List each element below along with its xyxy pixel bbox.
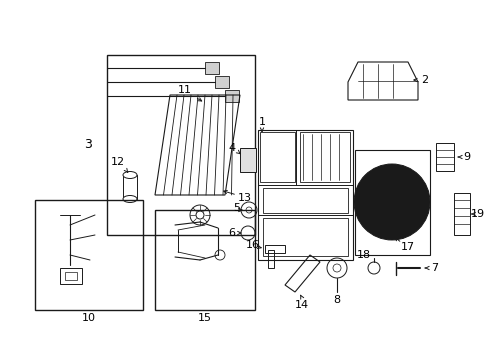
Circle shape xyxy=(353,164,429,240)
Text: 2: 2 xyxy=(421,75,427,85)
Bar xyxy=(263,218,347,256)
Bar xyxy=(155,210,254,310)
Bar xyxy=(263,188,347,213)
Ellipse shape xyxy=(123,171,137,179)
Bar xyxy=(60,268,82,284)
Ellipse shape xyxy=(123,195,137,202)
Bar xyxy=(264,245,285,253)
Text: 10: 10 xyxy=(82,313,96,323)
Text: 1: 1 xyxy=(258,117,265,127)
Text: 4: 4 xyxy=(228,143,235,153)
Bar xyxy=(240,148,256,172)
Text: 14: 14 xyxy=(294,300,308,310)
Text: 5: 5 xyxy=(233,203,240,213)
Circle shape xyxy=(373,184,409,220)
Bar xyxy=(123,175,137,199)
Text: 6: 6 xyxy=(228,228,235,238)
Bar xyxy=(260,132,294,182)
Bar xyxy=(435,143,453,171)
Circle shape xyxy=(383,194,399,210)
Text: 15: 15 xyxy=(198,313,212,323)
Circle shape xyxy=(363,174,419,230)
Bar xyxy=(267,250,273,268)
Bar xyxy=(258,130,352,260)
Text: 9: 9 xyxy=(463,152,469,162)
Text: 3: 3 xyxy=(84,139,92,152)
Text: 11: 11 xyxy=(178,85,192,95)
Text: 8: 8 xyxy=(333,295,340,305)
Text: 16: 16 xyxy=(245,240,260,250)
Text: 12: 12 xyxy=(111,157,125,167)
Text: 19: 19 xyxy=(470,209,484,219)
Bar xyxy=(35,200,142,310)
Bar xyxy=(299,132,349,182)
Text: 18: 18 xyxy=(356,250,370,260)
Bar xyxy=(354,150,429,255)
Text: 7: 7 xyxy=(430,263,438,273)
Bar xyxy=(453,193,469,235)
Bar xyxy=(224,90,239,102)
Text: 13: 13 xyxy=(238,193,251,203)
Bar xyxy=(204,62,219,74)
Bar xyxy=(215,76,228,88)
Bar xyxy=(107,55,254,235)
Bar xyxy=(65,272,77,280)
Text: 17: 17 xyxy=(400,242,414,252)
